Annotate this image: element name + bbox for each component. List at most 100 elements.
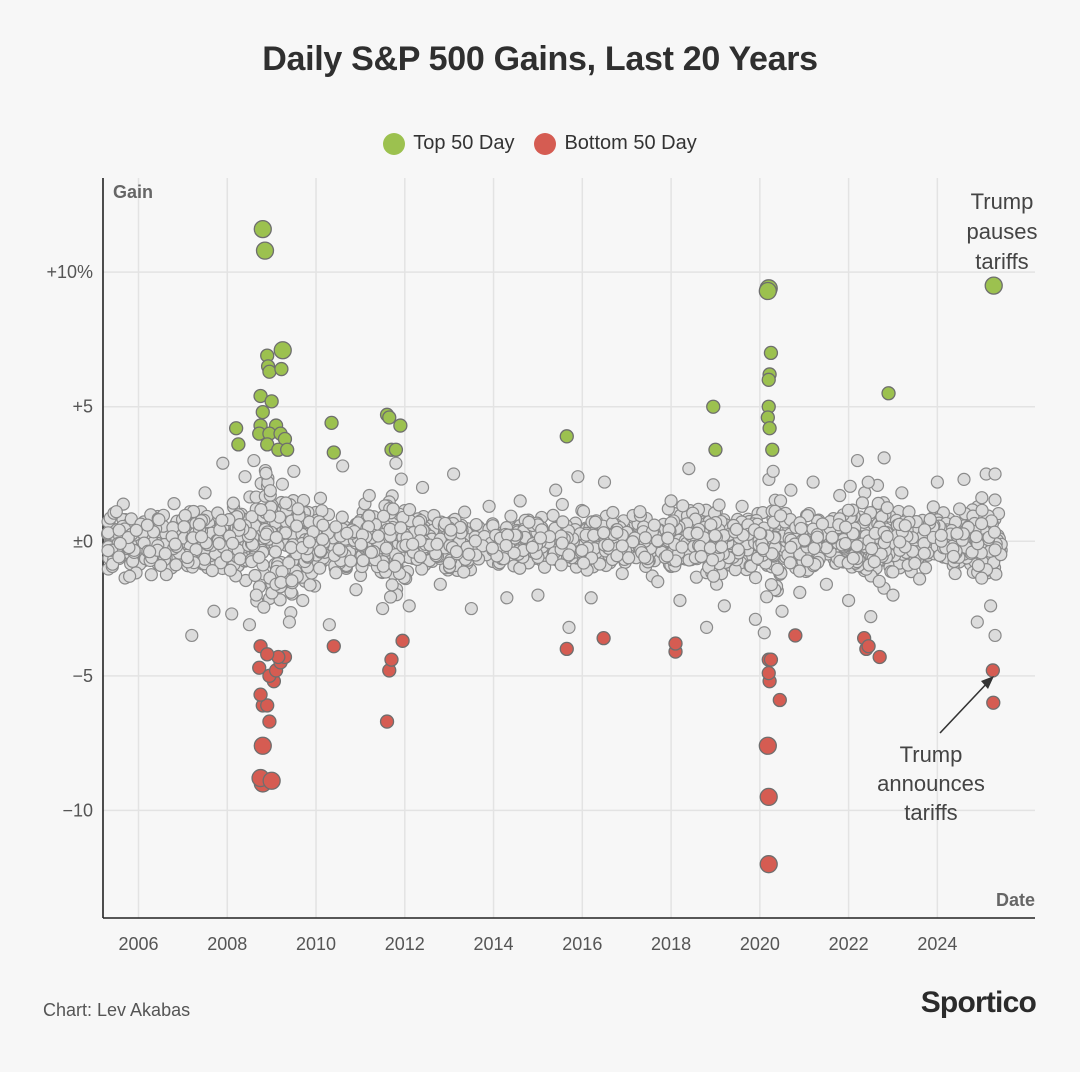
legend-label-bottom: Bottom 50 Day [564, 132, 697, 154]
daily-point [336, 459, 350, 473]
daily-point [969, 530, 983, 544]
daily-point [886, 565, 900, 579]
daily-point [259, 466, 273, 480]
daily-point [247, 453, 261, 468]
daily-point [315, 532, 330, 547]
daily-point [748, 612, 763, 626]
daily-point [841, 503, 855, 517]
daily-point [513, 494, 527, 508]
daily-point [946, 549, 961, 564]
daily-point [545, 552, 559, 566]
daily-point [597, 526, 611, 540]
daily-point [597, 475, 612, 489]
daily-point [562, 620, 576, 634]
y-tick-label: ±0 [73, 531, 93, 551]
daily-point [533, 531, 548, 545]
daily-point [784, 483, 798, 497]
daily-point [112, 523, 126, 537]
top-50-point [262, 364, 277, 379]
bottom-50-point [668, 636, 683, 651]
bottom-50-point [763, 652, 779, 667]
daily-point [205, 564, 219, 578]
daily-point [855, 496, 869, 510]
daily-point [731, 543, 745, 557]
bottom-50-point [559, 641, 574, 657]
daily-point [385, 578, 399, 592]
daily-point [934, 528, 948, 542]
daily-point [225, 536, 240, 550]
daily-point [766, 464, 780, 478]
daily-point [792, 564, 807, 578]
legend: Top 50 Day Bottom 50 Day [0, 132, 1080, 155]
top-50-point [280, 442, 295, 457]
daily-point [447, 467, 461, 481]
bottom-50-point [861, 639, 876, 654]
x-tick-label: 2022 [829, 934, 869, 954]
daily-point [332, 542, 346, 556]
daily-point [970, 615, 984, 629]
daily-point [717, 599, 731, 613]
daily-point [846, 551, 860, 565]
top-50-point [984, 276, 1003, 295]
daily-point [144, 568, 158, 582]
daily-point [354, 537, 368, 552]
daily-point [383, 522, 397, 536]
daily-point [504, 509, 518, 523]
brand-logo: Sportico [920, 986, 1037, 1019]
daily-point [233, 518, 247, 532]
bottom-50-point [758, 736, 777, 755]
daily-point [647, 518, 661, 532]
daily-point [143, 545, 157, 559]
daily-point [576, 504, 591, 519]
daily-point [555, 536, 569, 550]
daily-point [880, 529, 894, 544]
bottom-50-point [986, 695, 1001, 710]
daily-point [815, 517, 830, 531]
daily-point [806, 475, 820, 489]
daily-point [356, 553, 370, 568]
daily-point [284, 540, 298, 555]
daily-point [706, 569, 721, 583]
daily-point [263, 509, 277, 523]
daily-point [248, 568, 262, 583]
top-50-point [228, 421, 244, 436]
daily-point [850, 539, 864, 553]
daily-point [485, 541, 499, 555]
daily-point [756, 542, 770, 556]
daily-point [546, 508, 560, 522]
daily-point [971, 558, 985, 573]
daily-point [555, 497, 569, 512]
daily-point [988, 543, 1002, 557]
daily-point [226, 496, 240, 510]
daily-point [953, 502, 967, 516]
annotation-tariff-announce: announces [877, 771, 985, 796]
daily-point [101, 544, 115, 558]
daily-point [861, 475, 875, 489]
daily-point [313, 491, 328, 505]
daily-point [703, 541, 718, 555]
daily-point [313, 561, 327, 575]
daily-point [522, 515, 536, 529]
daily-point [615, 539, 629, 553]
daily-point [807, 541, 821, 556]
daily-point [194, 530, 209, 544]
daily-point [690, 526, 704, 540]
daily-point [185, 628, 199, 643]
annotation-tariff-announce: Trump [900, 742, 963, 767]
daily-point [864, 610, 878, 624]
daily-point [974, 516, 989, 531]
daily-point [712, 498, 726, 512]
daily-point [549, 483, 563, 497]
daily-point [152, 513, 166, 527]
daily-point [865, 542, 879, 556]
daily-point [302, 535, 316, 549]
daily-point [433, 577, 447, 591]
daily-point [877, 451, 891, 465]
daily-point [908, 556, 922, 570]
daily-point [633, 505, 647, 519]
top-50-point [559, 429, 574, 444]
top-50-point [253, 219, 272, 239]
daily-point [233, 552, 247, 566]
daily-point [364, 545, 378, 559]
daily-point [215, 513, 229, 527]
